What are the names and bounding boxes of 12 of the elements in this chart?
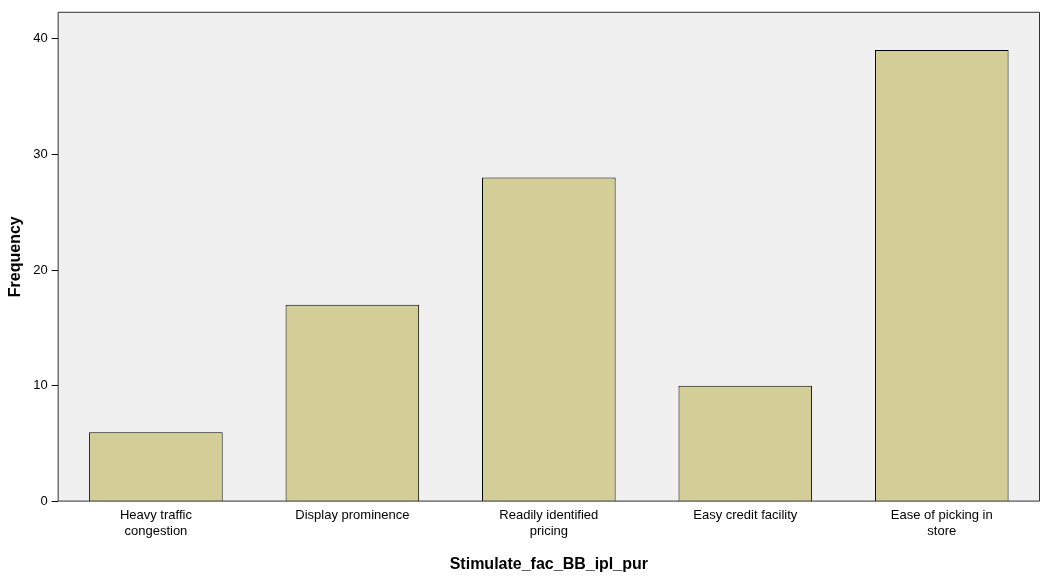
x-tick-label: Readily identified pricing [499, 506, 599, 538]
y-tick-label: 30 [33, 145, 48, 161]
x-axis-title: Stimulate_fac_BB_ipl_pur [449, 554, 648, 572]
y-tick-label: 40 [33, 30, 48, 46]
y-tick-label: 20 [33, 261, 48, 277]
x-tick-label: Easy credit facility [693, 506, 798, 522]
x-tick-label: Ease of picking in store [890, 506, 993, 538]
y-axis-title: Frequency [6, 216, 24, 298]
x-tick-label: Display prominence [295, 506, 410, 522]
x-tick-label: Heavy traffic congestion [119, 506, 193, 538]
y-tick-label: 0 [40, 493, 48, 509]
y-tick-label: 10 [33, 377, 48, 393]
